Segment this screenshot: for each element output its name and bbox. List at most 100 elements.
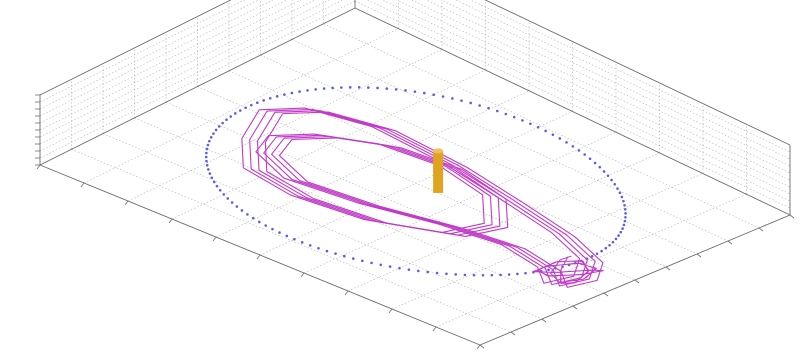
ring-point bbox=[325, 249, 329, 253]
ring-point bbox=[481, 273, 485, 277]
trajectory-cluster bbox=[533, 255, 604, 285]
ring-point bbox=[205, 163, 209, 167]
ring-point bbox=[616, 187, 619, 190]
wall-left-grid-h bbox=[39, 0, 330, 145]
ring-point bbox=[451, 97, 454, 100]
ring-point bbox=[614, 237, 618, 241]
wall-left-grid-h bbox=[39, 0, 316, 138]
floor-grid-y bbox=[291, 39, 729, 242]
ring-point bbox=[207, 168, 210, 171]
ring-point bbox=[204, 155, 208, 159]
floor-grid-y bbox=[323, 23, 760, 229]
wall-left-grid-h bbox=[39, 0, 274, 117]
ring-point bbox=[590, 255, 594, 258]
ring-point bbox=[606, 174, 610, 178]
ring-point bbox=[308, 244, 312, 247]
wall-left-grid-h bbox=[39, 0, 288, 124]
ring-point bbox=[251, 216, 255, 220]
x-tick bbox=[344, 290, 349, 296]
y-tick bbox=[634, 279, 640, 284]
ring-point bbox=[622, 199, 625, 203]
box-edge bbox=[484, 0, 791, 146]
ring-point bbox=[521, 119, 524, 122]
ring-point bbox=[495, 109, 499, 113]
ring-point bbox=[432, 93, 435, 96]
cylinder-series bbox=[433, 148, 444, 193]
trajectory-line bbox=[249, 108, 588, 286]
ring-point bbox=[558, 137, 562, 140]
ring-point bbox=[212, 132, 215, 135]
box-front-edges bbox=[39, 0, 791, 346]
ring-point bbox=[417, 269, 420, 273]
ring-point bbox=[610, 178, 613, 182]
cylinder-body bbox=[433, 150, 444, 193]
ring-point bbox=[322, 87, 326, 90]
ring-point bbox=[620, 195, 624, 199]
ring-point bbox=[230, 201, 234, 204]
ring-point bbox=[208, 172, 212, 175]
x-tick bbox=[256, 254, 261, 260]
ring-point bbox=[608, 243, 611, 247]
ring-point bbox=[624, 212, 627, 215]
ring-point bbox=[426, 270, 430, 274]
ring-point bbox=[343, 254, 346, 258]
ring-point bbox=[507, 273, 511, 276]
y-tick bbox=[572, 305, 578, 310]
ring-point bbox=[551, 133, 555, 136]
y-tick bbox=[727, 240, 733, 245]
tick-marks bbox=[35, 94, 795, 350]
box-edge bbox=[354, 7, 791, 216]
ring-point bbox=[445, 272, 448, 276]
ring-point bbox=[613, 182, 617, 186]
ring-point bbox=[544, 129, 547, 133]
x-tick bbox=[388, 308, 393, 314]
ring-point bbox=[283, 93, 286, 96]
ring-point bbox=[435, 271, 439, 275]
ring-point bbox=[298, 90, 301, 93]
ring-point bbox=[512, 115, 516, 119]
x-tick bbox=[300, 272, 305, 278]
ring-point bbox=[370, 261, 373, 265]
ring-point bbox=[348, 86, 352, 89]
ring-point bbox=[264, 224, 268, 227]
ring-point bbox=[529, 122, 532, 126]
box-edge bbox=[39, 0, 232, 96]
ring-point bbox=[617, 234, 620, 237]
wall-left-grid-h bbox=[39, 0, 344, 152]
floor-grid-x bbox=[215, 90, 530, 238]
ring-point bbox=[571, 145, 575, 148]
x-tick bbox=[476, 344, 481, 350]
ring-point bbox=[469, 101, 472, 105]
ring-point bbox=[413, 90, 417, 93]
ring-point bbox=[214, 128, 218, 132]
ring-point bbox=[222, 193, 226, 196]
ring-point bbox=[379, 263, 383, 267]
y-tick bbox=[696, 253, 702, 258]
x-tick bbox=[36, 164, 41, 170]
ring-point bbox=[240, 209, 244, 212]
ring-point bbox=[208, 139, 211, 143]
ring-point bbox=[623, 203, 626, 207]
ring-point bbox=[268, 96, 272, 100]
ring-point bbox=[278, 231, 281, 234]
ring-point bbox=[536, 125, 540, 129]
ring-point bbox=[285, 234, 289, 238]
trajectory-line bbox=[256, 110, 596, 287]
ring-point bbox=[407, 268, 411, 271]
y-tick bbox=[510, 331, 516, 336]
wall-left-grid-h bbox=[39, 0, 246, 103]
ring-point bbox=[595, 252, 599, 256]
wall-left-grid-h bbox=[39, 0, 302, 131]
y-tick bbox=[541, 318, 547, 323]
ring-point bbox=[621, 227, 624, 230]
ring-point bbox=[217, 125, 221, 128]
ring-point bbox=[478, 104, 481, 107]
ring-point bbox=[600, 249, 603, 253]
ring-point bbox=[622, 223, 626, 227]
ring-point bbox=[593, 161, 597, 165]
ring-point bbox=[516, 272, 519, 276]
ring-point bbox=[235, 205, 239, 208]
ring-point bbox=[499, 273, 502, 277]
